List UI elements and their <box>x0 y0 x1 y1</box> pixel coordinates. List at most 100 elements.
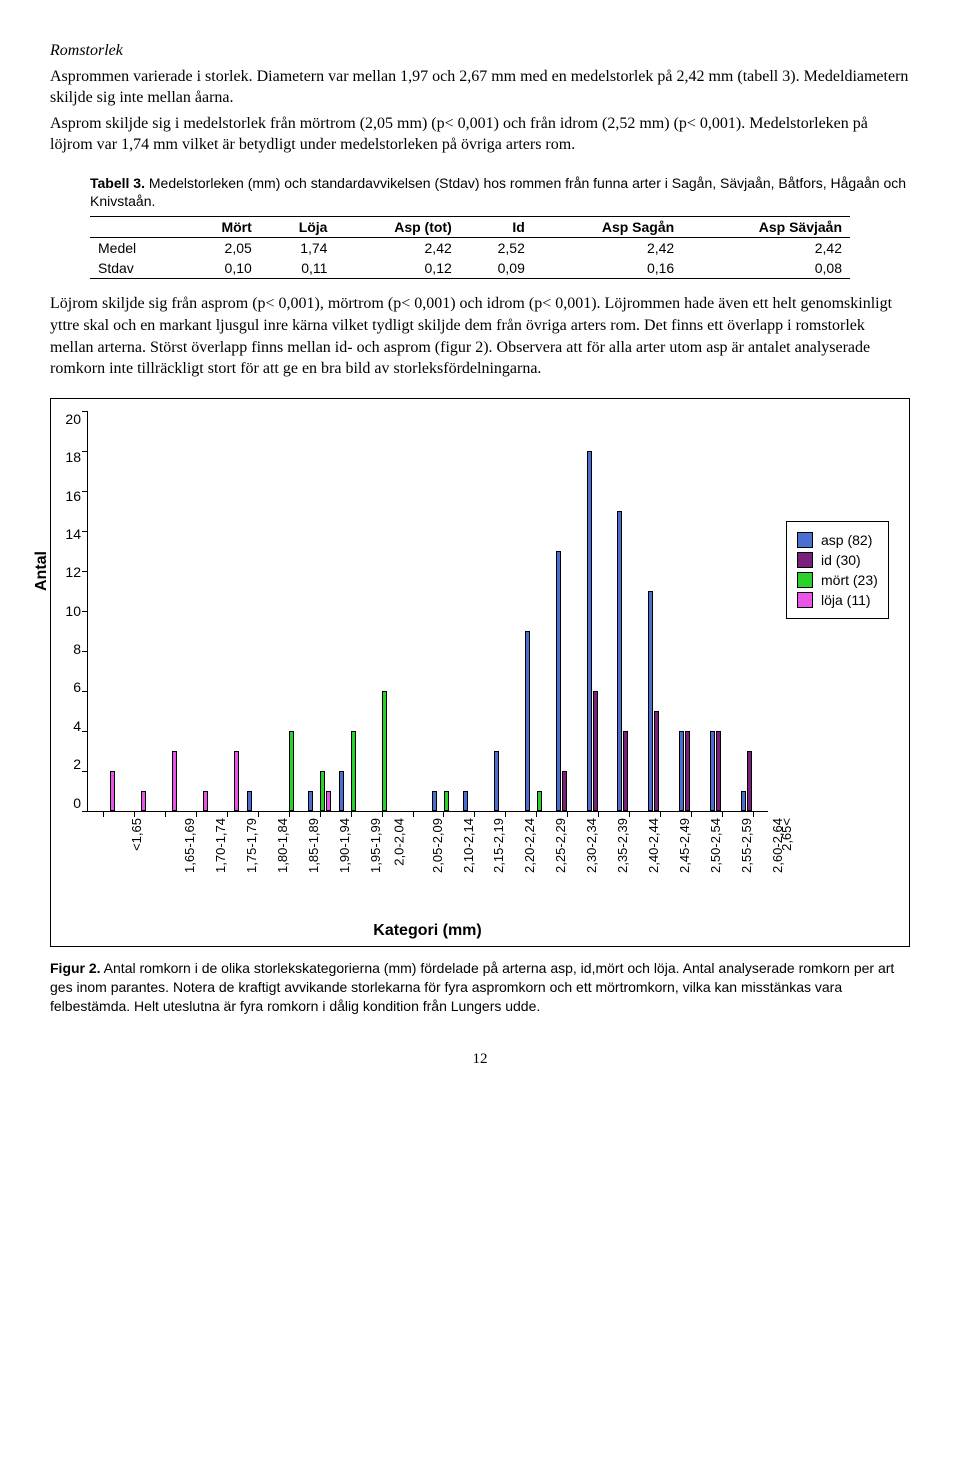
bar <box>110 771 115 811</box>
table-row: Stdav0,100,110,120,090,160,08 <box>90 258 850 279</box>
bar <box>556 551 561 811</box>
bar <box>525 631 530 811</box>
y-tick-label: 20 <box>65 411 81 427</box>
x-tick-label: 2,0-2,04 <box>391 818 406 866</box>
y-tick-label: 0 <box>73 795 81 811</box>
bar <box>654 711 659 811</box>
y-tick-label: 10 <box>65 603 81 619</box>
bar <box>562 771 567 811</box>
table-cell: Medel <box>90 238 182 259</box>
bar <box>326 791 331 811</box>
section-heading: Romstorlek <box>50 40 910 62</box>
y-tick-label: 18 <box>65 449 81 465</box>
bar <box>141 791 146 811</box>
paragraph-2: Asprom skiljde sig i medelstorlek från m… <box>50 113 910 156</box>
table-cell: 0,12 <box>335 258 459 279</box>
plot-area <box>87 411 768 812</box>
bar <box>679 731 684 811</box>
legend-swatch <box>797 552 813 568</box>
legend-label: asp (82) <box>821 532 872 548</box>
y-tick-label: 6 <box>73 679 81 695</box>
tabell-3-label: Tabell 3. <box>90 175 145 191</box>
table-header: Mört <box>182 217 260 238</box>
bar <box>339 771 344 811</box>
x-tick-label: 2,40-2,44 <box>646 818 661 873</box>
paragraph-3-block: Löjrom skiljde sig från asprom (p< 0,001… <box>50 293 910 379</box>
table-cell: 2,42 <box>682 238 850 259</box>
legend-label: löja (11) <box>821 592 871 608</box>
y-tick-label: 14 <box>65 526 81 542</box>
bar <box>234 751 239 811</box>
table-cell: 1,74 <box>260 238 336 259</box>
x-tick-label: 2,10-2,14 <box>460 818 475 873</box>
table-header: Id <box>460 217 533 238</box>
tabell-3-caption-text: Medelstorleken (mm) och standardavvikels… <box>90 175 906 209</box>
legend: asp (82) id (30) mört (23) löja (11) <box>786 521 889 619</box>
bar <box>623 731 628 811</box>
legend-label: mört (23) <box>821 572 878 588</box>
legend-label: id (30) <box>821 552 861 568</box>
paragraph-1: Asprommen varierade i storlek. Diametern… <box>50 66 910 109</box>
bar <box>494 751 499 811</box>
y-axis-label: Antal <box>33 551 51 591</box>
x-tick-label: 2,05-2,09 <box>430 818 445 873</box>
bar <box>172 751 177 811</box>
figur-2-caption-text: Antal romkorn i de olika storlekskategor… <box>50 960 894 1014</box>
table-cell: 2,42 <box>533 238 682 259</box>
legend-item: asp (82) <box>797 532 878 548</box>
x-tick-label: 1,80-1,84 <box>275 818 290 873</box>
x-tick-label: 1,95-1,99 <box>368 818 383 873</box>
table-header: Asp (tot) <box>335 217 459 238</box>
y-tick-label: 12 <box>65 564 81 580</box>
bar <box>587 451 592 811</box>
legend-item: löja (11) <box>797 592 878 608</box>
bar <box>710 731 715 811</box>
bar <box>741 791 746 811</box>
tabell-3-caption: Tabell 3. Medelstorleken (mm) och standa… <box>90 174 910 210</box>
x-tick-label: 2,15-2,19 <box>491 818 506 873</box>
x-tick-label: 2,45-2,49 <box>677 818 692 873</box>
x-tick-label: 2,65< <box>778 818 793 851</box>
bar <box>593 691 598 811</box>
x-tick-label: 1,85-1,89 <box>306 818 321 873</box>
figur-2-caption: Figur 2. Antal romkorn i de olika storle… <box>50 959 910 1016</box>
table-header: Asp Sävjaån <box>682 217 850 238</box>
legend-swatch <box>797 532 813 548</box>
table-cell: 0,10 <box>182 258 260 279</box>
y-tick-label: 2 <box>73 756 81 772</box>
tabell-3-table: MörtLöjaAsp (tot)IdAsp SagånAsp Sävjaån … <box>90 216 850 279</box>
x-tick-label: 2,55-2,59 <box>739 818 754 873</box>
intro-paragraphs: Asprommen varierade i storlek. Diametern… <box>50 66 910 156</box>
bar <box>203 791 208 811</box>
bar <box>685 731 690 811</box>
table-cell: 2,52 <box>460 238 533 259</box>
y-tick-label: 8 <box>73 641 81 657</box>
figur-2-chart: Antal 20181614121086420 <1,651,65-1,691,… <box>50 398 910 947</box>
bar <box>444 791 449 811</box>
table-cell: 0,11 <box>260 258 336 279</box>
bar <box>351 731 356 811</box>
x-axis: <1,651,65-1,691,70-1,741,75-1,791,80-1,8… <box>87 812 767 922</box>
x-tick-label: 1,90-1,94 <box>337 818 352 873</box>
legend-swatch <box>797 592 813 608</box>
x-tick-label: 2,35-2,39 <box>615 818 630 873</box>
table-cell: 2,05 <box>182 238 260 259</box>
table-header <box>90 217 182 238</box>
bar <box>247 791 252 811</box>
legend-item: id (30) <box>797 552 878 568</box>
table-cell: Stdav <box>90 258 182 279</box>
table-cell: 2,42 <box>335 238 459 259</box>
x-tick-label: <1,65 <box>129 818 144 851</box>
table-cell: 0,16 <box>533 258 682 279</box>
page-number: 12 <box>50 1051 910 1068</box>
bar <box>308 791 313 811</box>
x-tick-label: 1,75-1,79 <box>244 818 259 873</box>
y-tick-label: 16 <box>65 488 81 504</box>
x-tick-label: 1,65-1,69 <box>182 818 197 873</box>
table-cell: 0,09 <box>460 258 533 279</box>
bar <box>747 751 752 811</box>
x-tick-label: 2,50-2,54 <box>708 818 723 873</box>
table-header: Löja <box>260 217 336 238</box>
bar <box>537 791 542 811</box>
table-header: Asp Sagån <box>533 217 682 238</box>
